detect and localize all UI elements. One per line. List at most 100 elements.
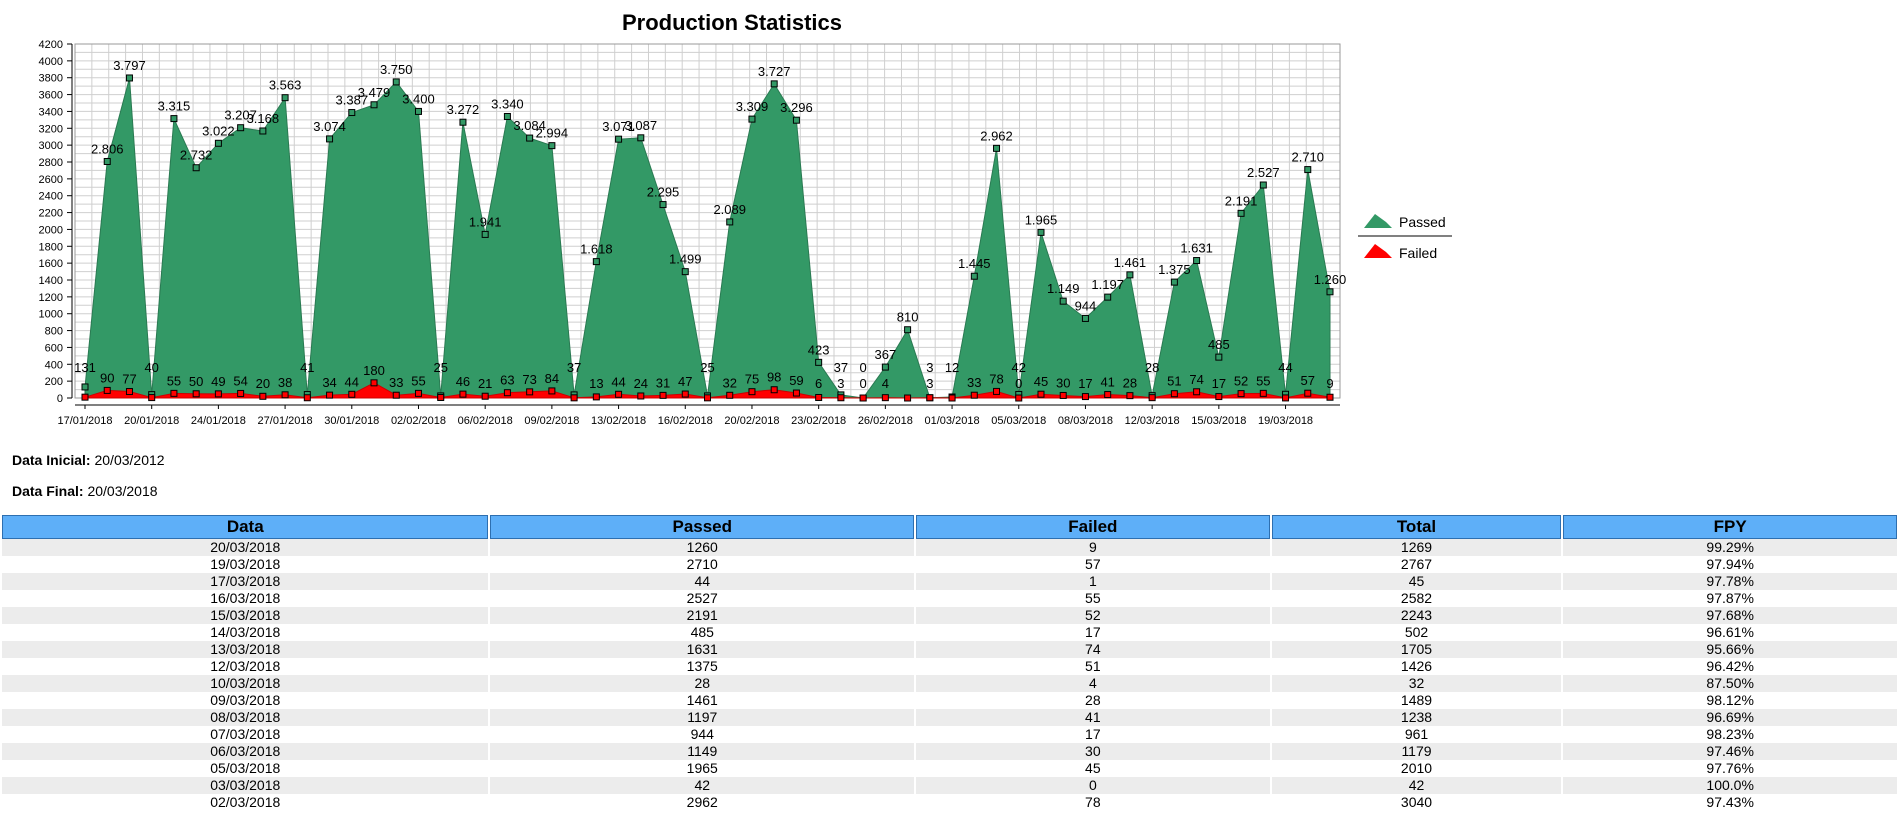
data-label-passed: 3.074 <box>313 119 346 134</box>
table-row: 06/03/2018 1149 30 1179 97.46% <box>2 743 1897 760</box>
table-row: 05/03/2018 1965 45 2010 97.76% <box>2 760 1897 777</box>
marker-failed <box>681 390 689 398</box>
x-tick-label: 26/02/2018 <box>858 415 913 427</box>
legend-passed-swatch <box>1364 214 1392 228</box>
marker-failed <box>1193 388 1201 396</box>
cell-data: 10/03/2018 <box>2 675 489 692</box>
marker-failed <box>414 389 422 397</box>
data-label-passed: 810 <box>897 310 919 325</box>
y-tick-label: 2200 <box>39 208 63 220</box>
marker-failed <box>859 394 867 402</box>
data-label-failed: 54 <box>233 373 247 388</box>
cell-data: 09/03/2018 <box>2 692 489 709</box>
marker-passed <box>259 127 267 135</box>
data-label-failed: 24 <box>634 376 648 391</box>
cell-failed: 78 <box>916 794 1270 811</box>
y-tick-label: 1000 <box>39 309 63 321</box>
cell-failed: 1 <box>916 573 1270 590</box>
y-tick-label: 3000 <box>39 140 63 152</box>
data-label-passed: 3.084 <box>513 118 546 133</box>
marker-failed <box>548 387 556 395</box>
data-label-passed: 367 <box>875 347 897 362</box>
data-label-passed: 3.387 <box>336 93 369 108</box>
marker-failed <box>1259 389 1267 397</box>
data-label-passed: 1.499 <box>669 252 702 267</box>
cell-failed: 17 <box>916 726 1270 743</box>
x-tick-label: 13/02/2018 <box>591 415 646 427</box>
data-label-failed: 31 <box>656 375 670 390</box>
cell-data: 08/03/2018 <box>2 709 489 726</box>
marker-failed <box>993 387 1001 395</box>
marker-failed <box>481 392 489 400</box>
data-label-failed: 34 <box>322 375 336 390</box>
cell-passed: 44 <box>490 573 915 590</box>
cell-failed: 4 <box>916 675 1270 692</box>
marker-failed <box>526 388 534 396</box>
header-fpy[interactable]: FPY <box>1563 515 1897 539</box>
cell-fpy: 96.69% <box>1563 709 1897 726</box>
data-label-passed: 2.962 <box>980 128 1013 143</box>
area-failed <box>84 382 1331 399</box>
cell-failed: 17 <box>916 624 1270 641</box>
table-row: 14/03/2018 485 17 502 96.61% <box>2 624 1897 641</box>
data-label-passed: 3.400 <box>402 91 435 106</box>
data-label-passed: 1.445 <box>958 256 991 271</box>
cell-fpy: 95.66% <box>1563 641 1897 658</box>
marker-passed <box>237 124 245 132</box>
data-label-passed: 1.375 <box>1158 262 1191 277</box>
data-label-passed: 41 <box>300 360 314 375</box>
header-total[interactable]: Total <box>1271 515 1562 539</box>
table-row: 12/03/2018 1375 51 1426 96.42% <box>2 658 1897 675</box>
cell-passed: 2191 <box>490 607 915 624</box>
marker-failed <box>81 393 89 401</box>
legend-passed-label: Passed <box>1399 214 1446 230</box>
cell-fpy: 96.61% <box>1563 624 1897 641</box>
data-label-passed: 1.618 <box>580 242 613 257</box>
x-tick-label: 06/02/2018 <box>458 415 513 427</box>
cell-data: 19/03/2018 <box>2 556 489 573</box>
data-label-passed: 3.168 <box>247 111 280 126</box>
marker-passed <box>792 116 800 124</box>
data-final-label: Data Final: <box>12 483 84 499</box>
data-label-passed: 2.089 <box>713 202 746 217</box>
data-label-failed: 0 <box>860 376 867 391</box>
cell-passed: 485 <box>490 624 915 641</box>
y-tick-label: 2600 <box>39 174 63 186</box>
cell-failed: 0 <box>916 777 1270 794</box>
data-label-failed: 55 <box>167 373 181 388</box>
data-label-failed: 98 <box>767 370 781 385</box>
marker-failed <box>815 393 823 401</box>
header-failed[interactable]: Failed <box>916 515 1270 539</box>
header-data[interactable]: Data <box>2 515 489 539</box>
data-label-failed: 50 <box>189 374 203 389</box>
data-label-failed: 78 <box>989 371 1003 386</box>
cell-passed: 2710 <box>490 556 915 573</box>
marker-failed <box>926 394 934 402</box>
marker-failed <box>214 390 222 398</box>
x-tick-label: 24/01/2018 <box>191 415 246 427</box>
y-axis: 0 200 400 600 800 1000 1200 1400 1600 1800 2000 220… <box>39 39 73 405</box>
cell-failed: 52 <box>916 607 1270 624</box>
marker-failed <box>948 394 956 402</box>
y-tick-label: 0 <box>57 393 63 405</box>
data-label-passed: 3.309 <box>736 99 769 114</box>
marker-passed <box>881 363 889 371</box>
table-row: 10/03/2018 28 4 32 87.50% <box>2 675 1897 692</box>
y-tick-label: 1800 <box>39 241 63 253</box>
marker-passed <box>125 74 133 82</box>
cell-failed: 9 <box>916 539 1270 556</box>
data-label-failed: 3 <box>837 376 844 391</box>
data-label-passed: 1.260 <box>1314 272 1347 287</box>
cell-failed: 74 <box>916 641 1270 658</box>
cell-data: 15/03/2018 <box>2 607 489 624</box>
marker-passed <box>1304 166 1312 174</box>
cell-data: 20/03/2018 <box>2 539 489 556</box>
marker-passed <box>81 383 89 391</box>
data-label-failed: 73 <box>522 372 536 387</box>
marker-failed <box>459 390 467 398</box>
header-passed[interactable]: Passed <box>490 515 915 539</box>
x-tick-label: 05/03/2018 <box>991 415 1046 427</box>
marker-passed <box>326 135 334 143</box>
cell-total: 502 <box>1271 624 1562 641</box>
x-tick-label: 12/03/2018 <box>1125 415 1180 427</box>
